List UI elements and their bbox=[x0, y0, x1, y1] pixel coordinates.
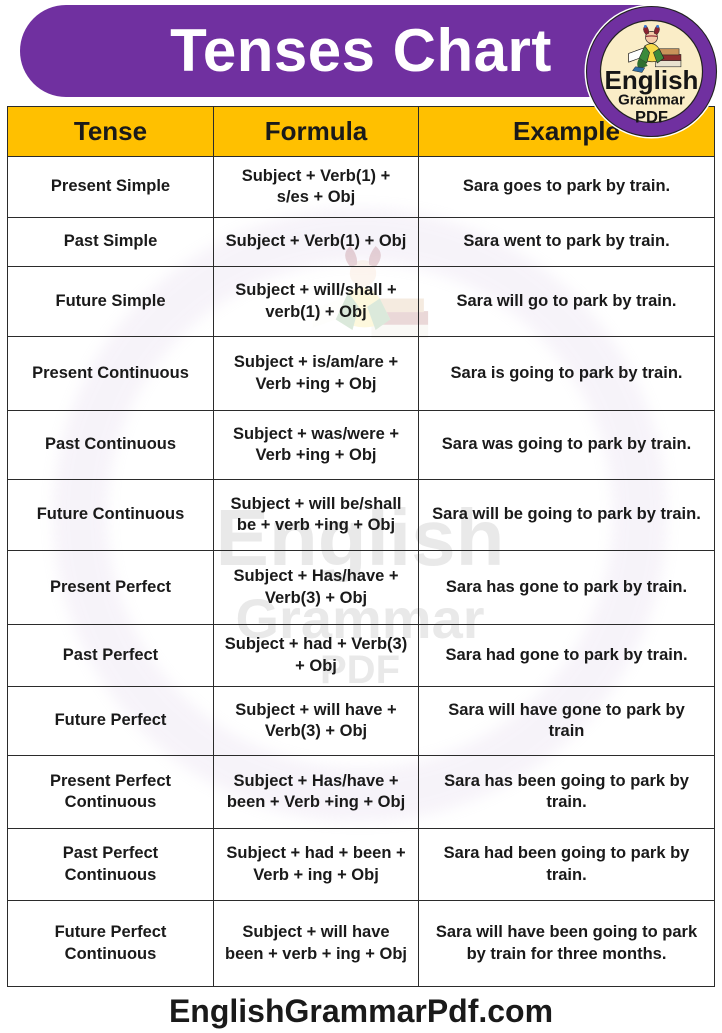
svg-text:PDF: PDF bbox=[635, 109, 668, 127]
svg-text:English: English bbox=[605, 65, 699, 95]
svg-text:Grammar: Grammar bbox=[618, 92, 685, 109]
